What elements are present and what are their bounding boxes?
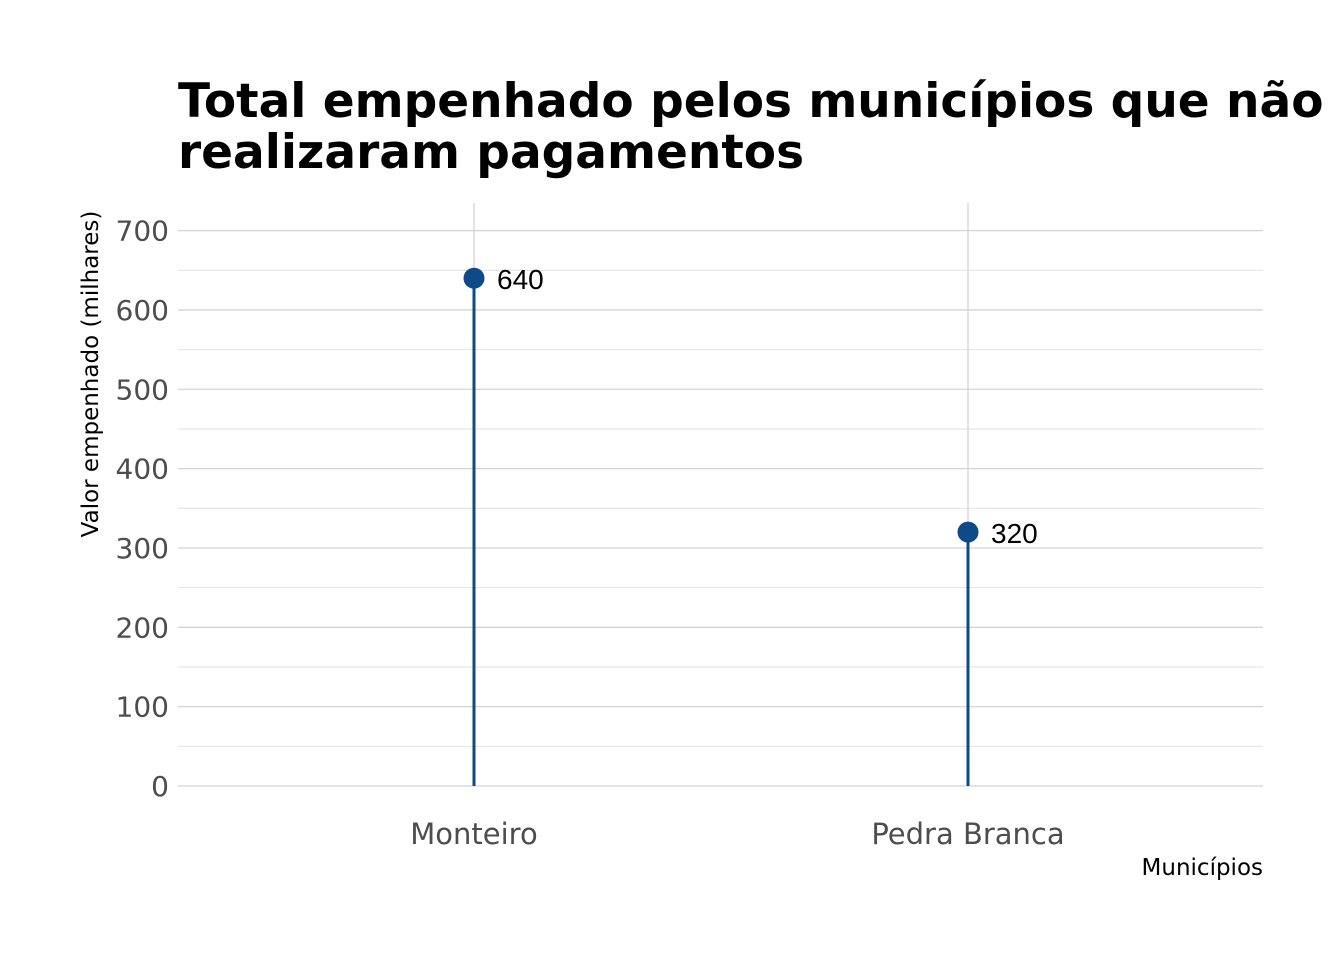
y-tick-label-0: 0 bbox=[151, 770, 169, 803]
y-tick-label-700: 700 bbox=[116, 215, 169, 248]
x-tick-label-0: Monteiro bbox=[410, 817, 537, 851]
y-tick-label-500: 500 bbox=[116, 373, 169, 406]
lollipop-point-0 bbox=[463, 267, 485, 289]
y-tick-label-200: 200 bbox=[116, 611, 169, 644]
x-axis-title: Municípios bbox=[1142, 855, 1263, 881]
y-tick-label-300: 300 bbox=[116, 532, 169, 565]
y-tick-label-100: 100 bbox=[116, 691, 169, 724]
data-marks: 640 320 bbox=[463, 264, 1038, 786]
y-tick-label-400: 400 bbox=[116, 453, 169, 486]
grid bbox=[178, 203, 1263, 787]
y-axis-ticks: 0 100 200 300 400 500 600 700 bbox=[116, 215, 169, 803]
data-label-0: 640 bbox=[497, 264, 544, 295]
y-tick-label-600: 600 bbox=[116, 294, 169, 327]
y-axis-title: Valor empenhado (milhares) bbox=[78, 211, 104, 538]
chart-title-line-2: realizaram pagamentos bbox=[178, 125, 804, 180]
chart-title-line-1: Total empenhado pelos municípios que não bbox=[178, 74, 1324, 129]
x-tick-label-1: Pedra Branca bbox=[871, 817, 1064, 851]
x-axis-ticks: Monteiro Pedra Branca bbox=[410, 817, 1064, 851]
data-label-1: 320 bbox=[991, 518, 1038, 549]
lollipop-point-1 bbox=[957, 521, 979, 543]
